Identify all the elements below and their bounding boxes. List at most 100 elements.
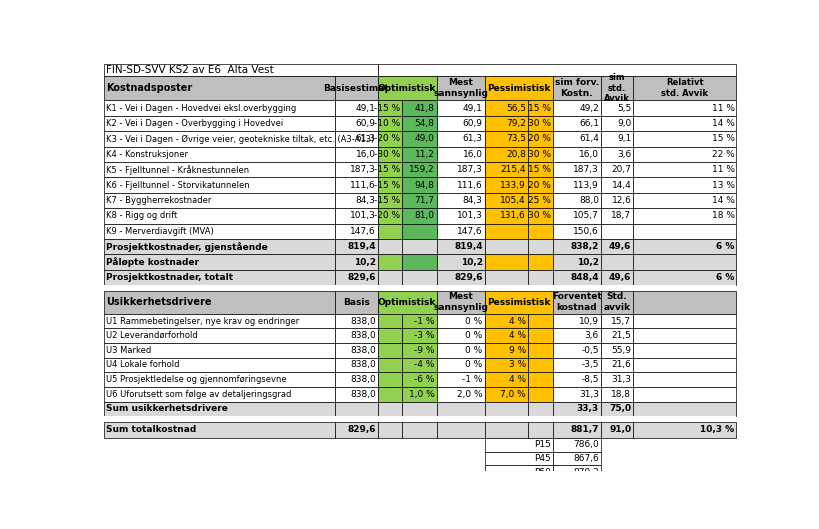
Bar [104, 224, 335, 239]
Text: 976,9: 976,9 [572, 482, 598, 491]
Text: 15 %: 15 % [527, 104, 550, 113]
Text: 49,6: 49,6 [609, 242, 631, 251]
Text: 20,7: 20,7 [611, 165, 631, 174]
Text: Prosjektkostnader, totalt: Prosjektkostnader, totalt [106, 273, 233, 282]
Bar [436, 76, 484, 101]
Text: 111,6: 111,6 [456, 180, 482, 189]
Bar [527, 372, 552, 387]
Bar [436, 208, 484, 224]
Bar [335, 177, 378, 193]
Bar [402, 193, 436, 208]
Bar [527, 314, 552, 329]
Bar [484, 208, 527, 224]
Bar [436, 254, 484, 270]
Text: 61,3: 61,3 [462, 134, 482, 143]
Bar [600, 254, 632, 270]
Bar [335, 290, 378, 314]
Text: 16,0: 16,0 [462, 150, 482, 159]
Text: 30 %: 30 % [527, 212, 550, 221]
Bar [527, 358, 552, 372]
Bar [104, 76, 335, 101]
Bar [600, 147, 632, 162]
Bar [484, 343, 527, 358]
Bar [335, 422, 378, 437]
Text: 56,5: 56,5 [505, 104, 526, 113]
Bar [600, 193, 632, 208]
Text: 73,5: 73,5 [505, 134, 526, 143]
Bar [335, 387, 378, 402]
Text: 829,6: 829,6 [454, 273, 482, 282]
Bar [527, 343, 552, 358]
Bar [436, 162, 484, 177]
Text: 15 %: 15 % [527, 165, 550, 174]
Text: P50: P50 [533, 468, 550, 477]
Text: 60,9: 60,9 [355, 119, 375, 128]
Text: 150,6: 150,6 [572, 227, 598, 236]
Bar [402, 422, 436, 437]
Text: 848,4: 848,4 [569, 273, 598, 282]
Bar [402, 116, 436, 131]
Text: Pessimistisk: Pessimistisk [486, 84, 550, 93]
Text: 15,7: 15,7 [611, 316, 631, 325]
Text: 819,4: 819,4 [346, 242, 375, 251]
Bar [484, 314, 527, 329]
Bar [527, 270, 552, 285]
Text: 61,4: 61,4 [578, 134, 598, 143]
Text: K3 - Vei i Dagen - Øvrige veier, geotekniske tiltak, etc. (A3-A13): K3 - Vei i Dagen - Øvrige veier, geotekn… [106, 134, 373, 143]
Bar [335, 270, 378, 285]
Text: 75,0: 75,0 [609, 404, 631, 413]
Text: P85 ekskl.kutt: P85 ekskl.kutt [486, 482, 550, 491]
Bar [600, 314, 632, 329]
Text: 18,8: 18,8 [611, 390, 631, 399]
Bar [484, 162, 527, 177]
Bar [335, 208, 378, 224]
Bar [104, 402, 335, 416]
Bar [484, 387, 527, 402]
Bar [335, 314, 378, 329]
Bar [527, 116, 552, 131]
Bar [436, 372, 484, 387]
Bar [552, 116, 600, 131]
Text: -1 %: -1 % [462, 375, 482, 384]
Bar [335, 239, 378, 254]
Bar [402, 387, 436, 402]
Text: 6 %: 6 % [715, 242, 734, 251]
Bar [527, 254, 552, 270]
Text: 14 %: 14 % [711, 196, 734, 205]
Bar [378, 208, 402, 224]
Bar [600, 162, 632, 177]
Text: 147,6: 147,6 [350, 227, 375, 236]
Bar [600, 131, 632, 147]
Text: -9 %: -9 % [414, 346, 434, 355]
Bar [484, 239, 527, 254]
Text: 16,0: 16,0 [355, 150, 375, 159]
Text: 10,2: 10,2 [460, 258, 482, 267]
Bar [436, 101, 484, 116]
Bar [436, 177, 484, 193]
Text: 94,8: 94,8 [414, 180, 434, 189]
Bar [436, 343, 484, 358]
Bar [335, 254, 378, 270]
Text: U5 Prosjektledelse og gjennomføringsevne: U5 Prosjektledelse og gjennomføringsevne [106, 375, 287, 384]
Bar [632, 116, 735, 131]
Text: 867,6: 867,6 [572, 454, 598, 463]
Text: 111,6: 111,6 [350, 180, 375, 189]
Text: 786,0: 786,0 [572, 440, 598, 449]
Bar [104, 387, 335, 402]
Bar [378, 131, 402, 147]
Text: 10,2: 10,2 [577, 258, 598, 267]
Bar [600, 270, 632, 285]
Bar [335, 224, 378, 239]
Bar [335, 131, 378, 147]
Bar [104, 358, 335, 372]
Text: U6 Uforutsett som følge av detaljeringsgrad: U6 Uforutsett som følge av detaljeringsg… [106, 390, 291, 399]
Bar [484, 358, 527, 372]
Text: Forventet
kostnad: Forventet kostnad [551, 293, 601, 312]
Text: -0,5: -0,5 [581, 346, 598, 355]
Bar [600, 422, 632, 437]
Text: 16,0: 16,0 [578, 150, 598, 159]
Text: Sum totalkostnad: Sum totalkostnad [106, 425, 196, 434]
Bar [552, 358, 600, 372]
Bar [484, 131, 527, 147]
Text: 187,3: 187,3 [350, 165, 375, 174]
